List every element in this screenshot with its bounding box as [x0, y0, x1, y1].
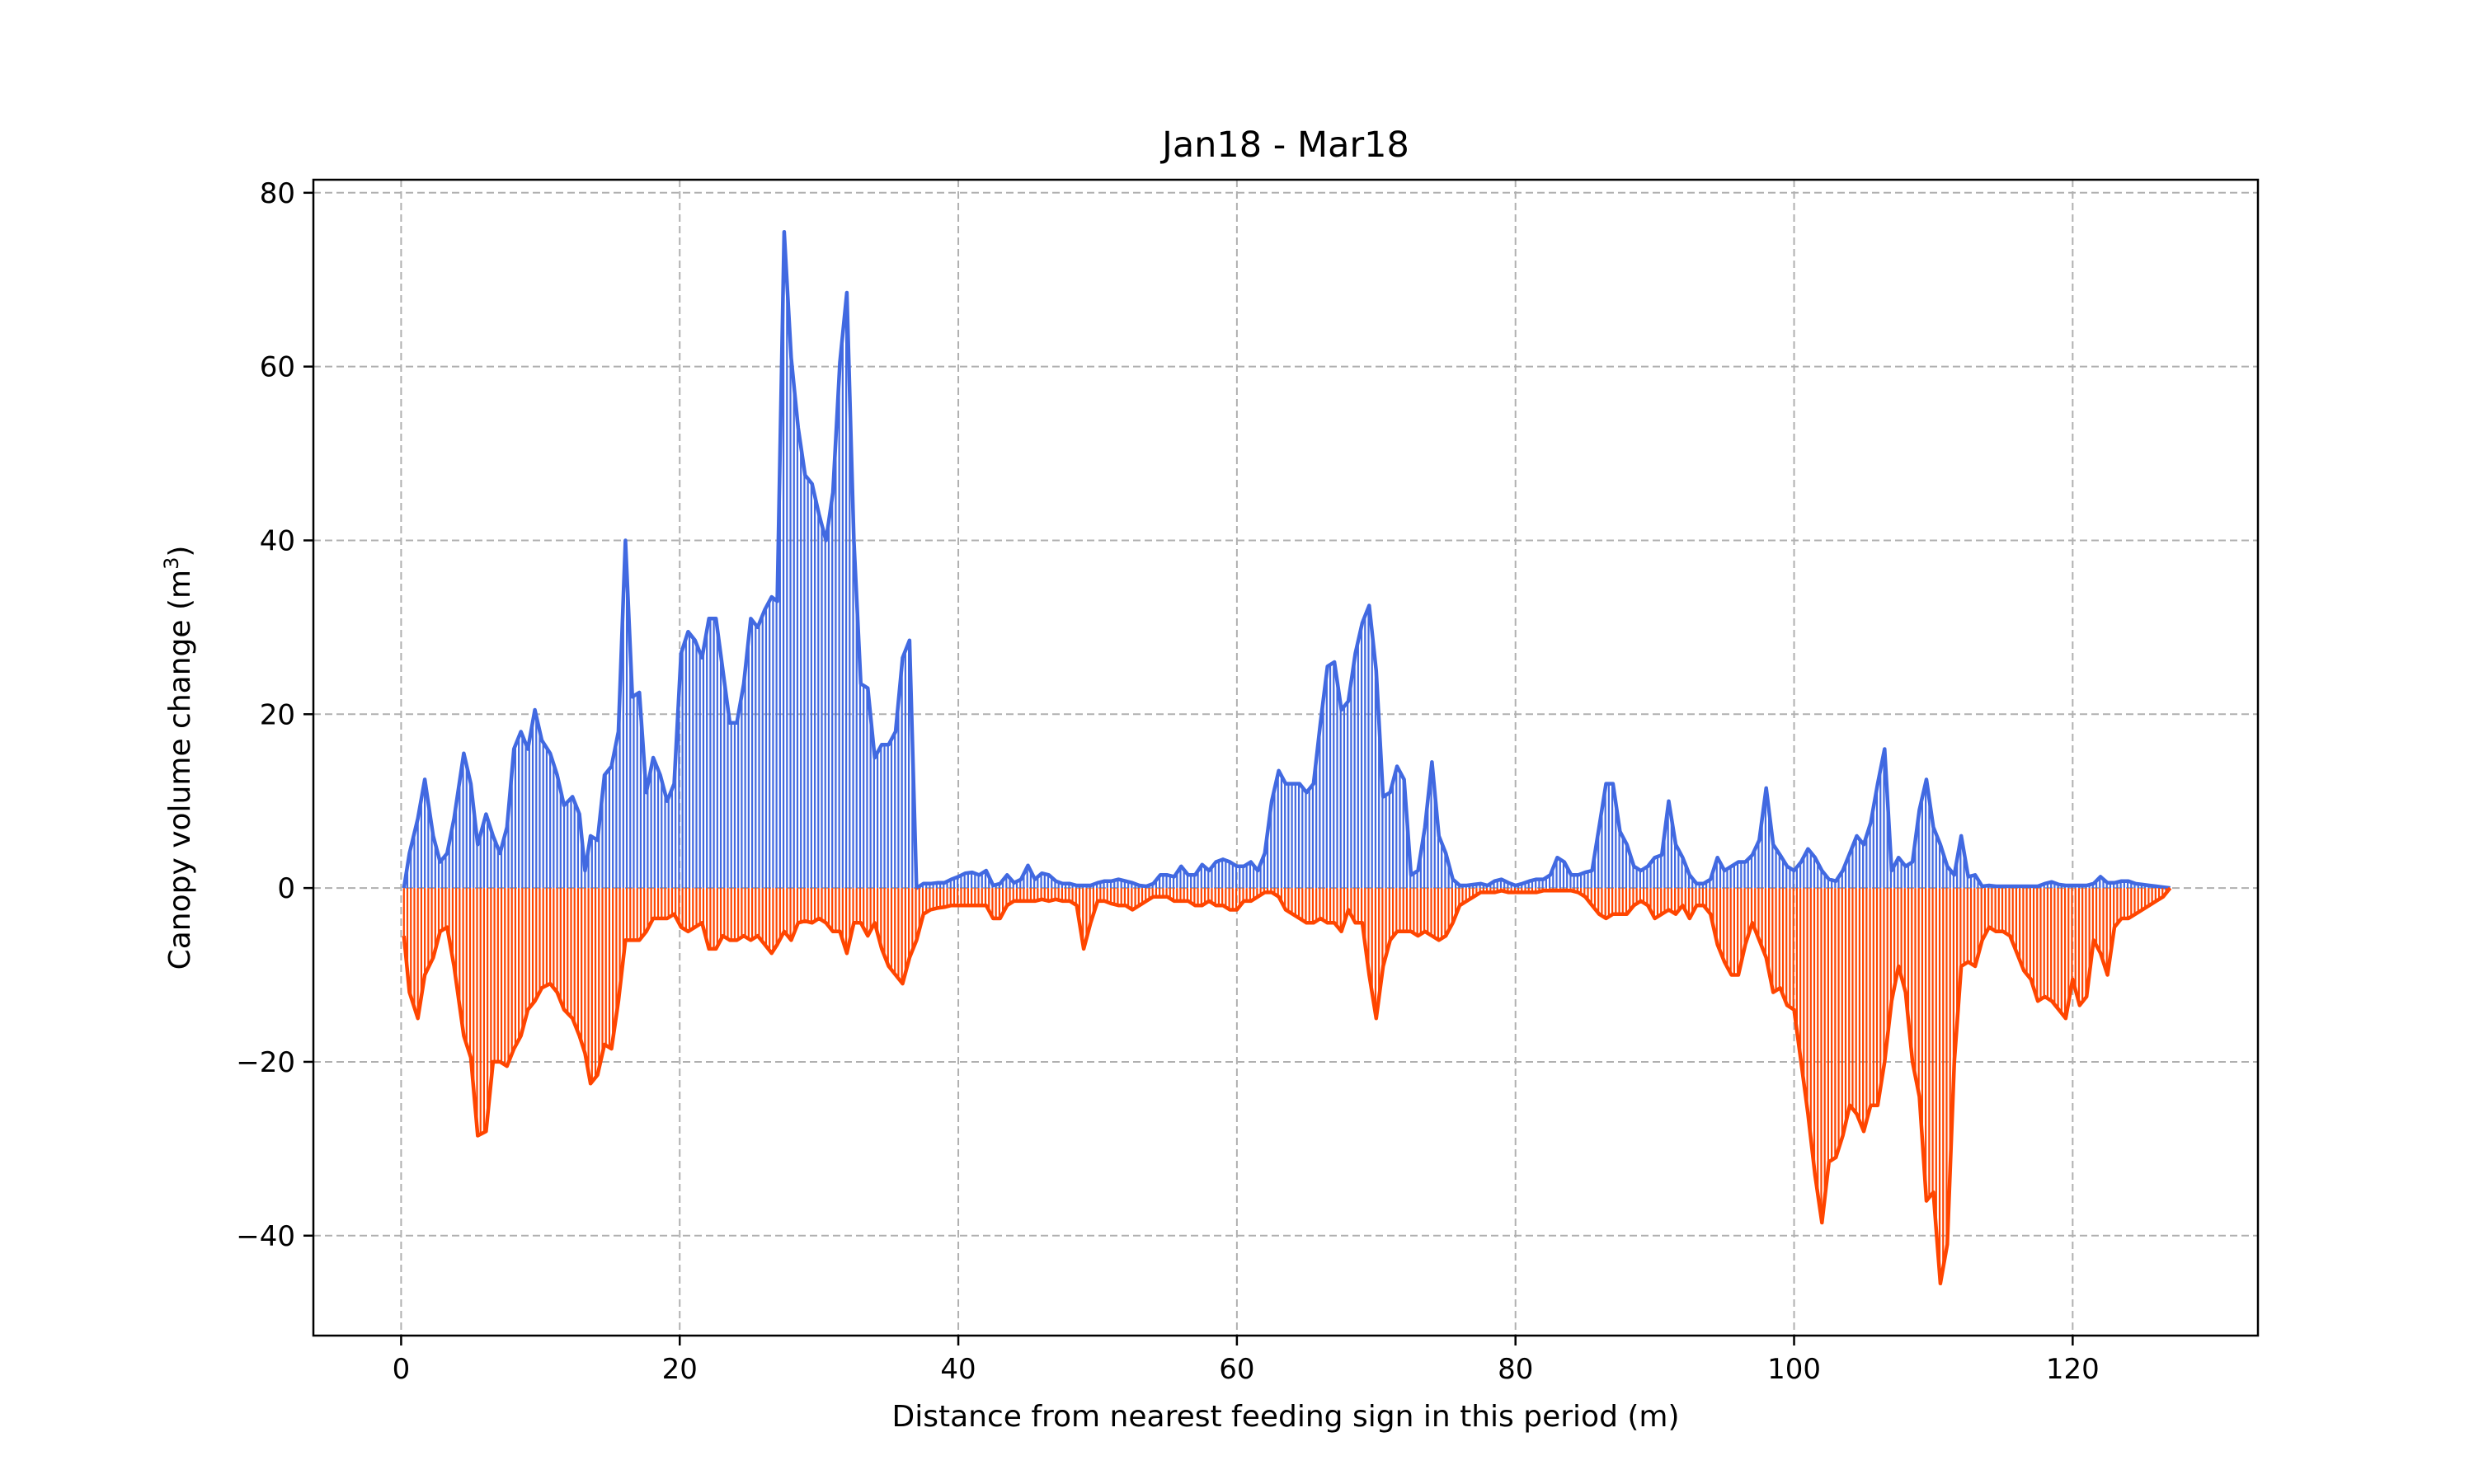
y-axis-label-text: Canopy volume change (m [163, 570, 197, 970]
y-tick-label: −40 [236, 1220, 295, 1253]
plot-data [402, 229, 2172, 1286]
x-tick-label: 60 [1219, 1353, 1254, 1386]
positive-change-line [402, 229, 2171, 890]
positive-change-series [402, 229, 2171, 890]
x-tick-label: 40 [940, 1353, 976, 1386]
y-axis-label: Canopy volume change (m3) [160, 546, 197, 970]
x-tick-label: 100 [1767, 1353, 1821, 1386]
y-axis-label-close: ) [163, 546, 197, 557]
plot-frame [312, 178, 2260, 1337]
y-tick-label: 80 [260, 177, 295, 210]
y-axis-label-superscript: 3 [160, 557, 183, 570]
grid [313, 180, 2258, 1336]
y-tick-label: 40 [260, 524, 295, 557]
y-tick-label: 20 [260, 698, 295, 731]
x-axis-label: Distance from nearest feeding sign in th… [891, 1400, 1679, 1434]
axis-ticks: 0 20 40 60 80 100 120 −40 −20 0 20 40 60 80 [236, 177, 2100, 1386]
y-tick-label: −20 [236, 1046, 295, 1079]
negative-change-line [402, 886, 2172, 1286]
chart-title: Jan18 - Mar18 [1159, 124, 1409, 166]
y-tick-label: 60 [260, 351, 295, 384]
x-tick-label: 0 [393, 1353, 411, 1386]
x-tick-label: 20 [662, 1353, 698, 1386]
y-tick-label: 0 [277, 872, 295, 905]
x-tick-label: 80 [1498, 1353, 1533, 1386]
negative-change-series [402, 886, 2172, 1286]
x-tick-label: 120 [2046, 1353, 2100, 1386]
